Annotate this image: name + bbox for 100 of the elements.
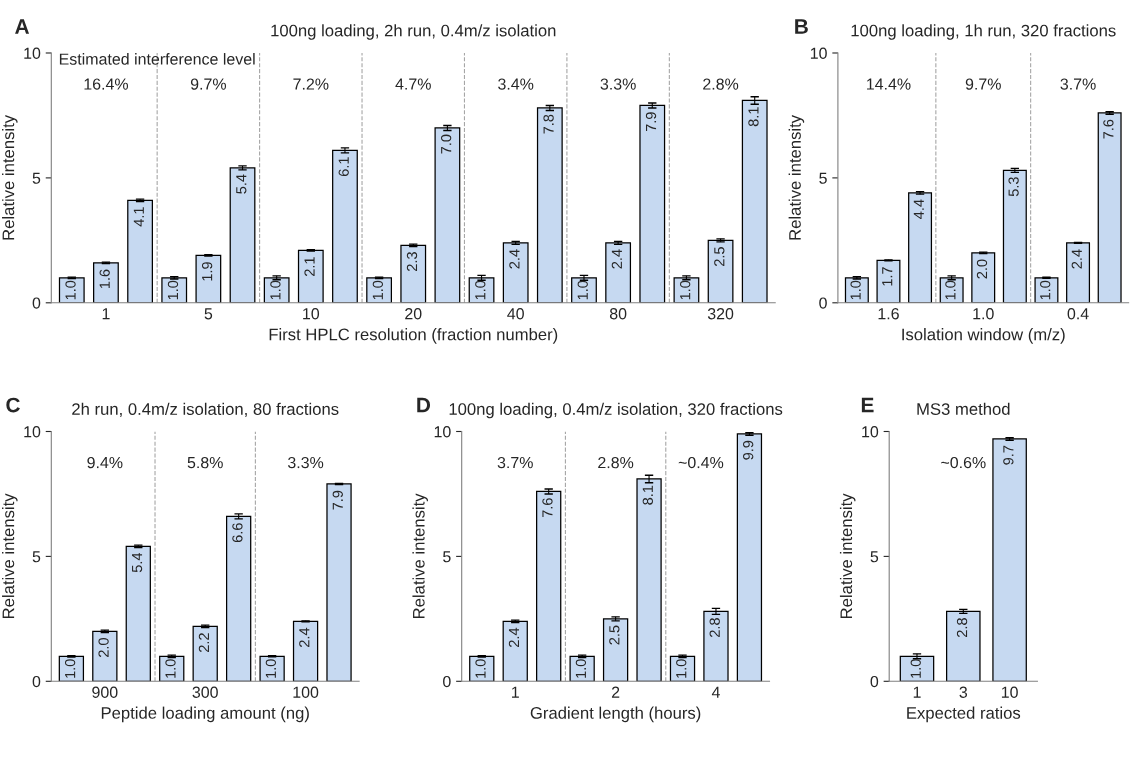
data-label: 5.3 [1008,177,1019,197]
data-label: 2.4 [1071,249,1082,269]
data-label: 2.0 [976,259,988,279]
bar [292,620,319,682]
x-tick-label: 900 [92,686,118,698]
bar [225,515,252,682]
data-label: 1.0 [945,280,956,300]
bar [92,630,118,682]
bar [297,249,324,303]
annotation: 3.7% [1060,78,1096,90]
data-label: 1.0 [64,659,76,678]
bar [876,259,901,303]
data-label: 4.4 [913,199,924,219]
data-label: 1.0 [475,280,486,300]
annotation: ~0.6% [941,456,986,469]
chart-subtitle: 100ng loading, 0.4m/z isolation, 320 fractions [449,402,783,419]
bar [1002,169,1027,303]
annotation: 4.7% [395,78,431,90]
y-tick-label: 0 [443,675,451,688]
x-tick-label: 100 [293,686,319,698]
x-axis-title: Peptide loading amount (ng) [101,706,309,723]
bar [125,545,151,682]
y-axis-title: Relative intensity [2,114,18,240]
y-axis-title: Relative intensity [788,114,805,240]
bar [736,433,763,682]
y-tick-label: 5 [870,551,879,563]
bar [569,655,595,682]
bar [571,277,597,303]
bar [192,625,218,682]
annotation: 9.7% [965,78,1001,90]
data-label: 1.0 [680,280,691,300]
x-tick-label: 20 [405,308,422,320]
bar [971,252,996,303]
bar [602,618,629,682]
annotation: Estimated interference level [59,53,255,65]
data-label: 7.6 [542,498,553,518]
data-label: 1.0 [270,280,281,300]
bar [332,149,358,303]
x-tick-label: 1 [913,686,921,698]
bar [536,107,563,303]
data-label: 1.0 [372,280,384,300]
data-label: 6.6 [232,523,243,543]
y-axis-title: Relative intensity [839,493,856,619]
y-tick-label: 10 [434,426,451,438]
data-label: 2.0 [98,638,109,657]
bar [58,277,85,303]
bar [400,244,427,303]
bar [326,483,352,682]
data-label: 1.0 [167,280,179,300]
y-tick-label: 5 [819,172,827,184]
bar [639,104,666,303]
x-tick-label: 2 [611,686,620,698]
bar [946,610,981,682]
chart-subtitle: 100ng loading, 1h run, 320 fractions [851,24,1116,40]
y-tick-label: 5 [32,551,41,563]
data-label: 8.1 [748,107,759,127]
bar [707,239,734,303]
data-label: 1.0 [676,659,687,678]
data-label: 7.0 [440,134,452,154]
data-label: 9.9 [743,440,754,460]
x-tick-label: 0.4 [1067,308,1089,320]
data-label: 2.4 [508,627,519,647]
data-label: 7.8 [543,114,554,134]
bar [263,277,290,303]
data-label: 1.0 [265,659,277,678]
x-axis-title: Expected ratios [907,706,1021,723]
chart-subtitle: 2h run, 0.4m/z isolation, 80 fractions [72,402,339,417]
bar [195,254,222,303]
bar [58,655,85,682]
annotation: 2.8% [703,78,739,90]
data-label: 2.3 [406,252,418,271]
x-tick-label: 1 [512,686,519,698]
chart-title: D [417,397,431,413]
data-label: 1.0 [577,280,588,300]
data-label: 9.7 [1003,445,1014,465]
bar [673,277,700,303]
data-label: 8.1 [642,485,653,505]
y-axis-title: Relative intensity [412,493,428,619]
data-label: 2.5 [609,625,620,645]
data-label: 1.7 [882,267,893,286]
annotation: 3.4% [498,78,534,90]
annotation: 3.3% [600,78,636,90]
x-tick-label: 10 [1001,686,1018,698]
data-label: 1.6 [99,269,110,289]
x-tick-label: 80 [609,308,627,320]
data-label: 1.0 [475,659,486,678]
data-label: 4.1 [133,207,144,227]
x-tick-label: 40 [507,308,524,320]
data-label: 2.4 [299,627,310,647]
x-tick-label: 1.0 [973,308,994,320]
chart-title: B [795,19,808,34]
data-label: 1.0 [65,280,76,300]
data-label: 7.9 [332,490,343,510]
bar [502,620,528,682]
bar [93,262,119,303]
x-axis-title: Isolation window (m/z) [902,328,1065,344]
annotation: ~0.4% [678,456,724,469]
bar [992,438,1027,682]
data-label: 1.0 [165,659,176,678]
x-tick-label: 1 [102,308,110,320]
